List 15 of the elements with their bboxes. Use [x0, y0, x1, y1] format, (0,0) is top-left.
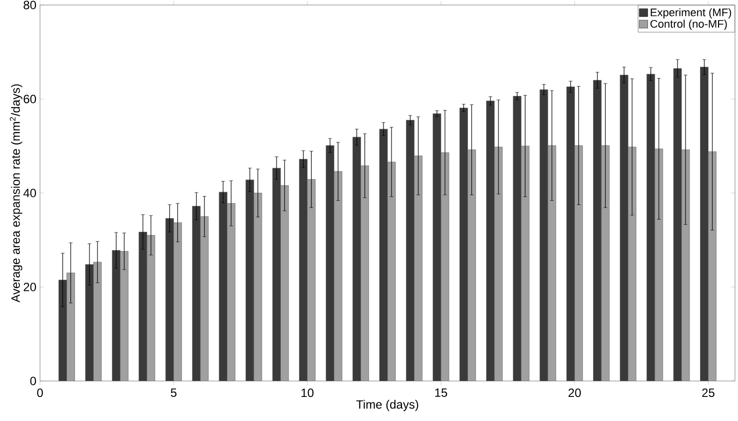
x-tick-label: 10 [302, 388, 314, 398]
y-tick-label: 40 [23, 188, 36, 198]
x-tick-label: 15 [435, 388, 448, 397]
x-tick-label: 0 [37, 388, 43, 398]
x-tick-label: 25 [702, 388, 714, 398]
x-tick-label: 5 [170, 388, 176, 397]
y-tick-label: 0 [30, 376, 36, 386]
y-tick-label: 60 [24, 94, 36, 104]
y-axis-title: Average area expansion rate (mm$^{2}$/days) [10, 84, 22, 302]
y-tick-label: 20 [24, 282, 36, 292]
y-tick-label: 80 [24, 0, 36, 10]
x-axis-title: Time (days) [356, 400, 418, 412]
legend-label: Control (no-MF) [650, 20, 727, 30]
x-tick-label: 20 [568, 388, 581, 398]
legend-label: Experiment (MF) [650, 8, 732, 18]
